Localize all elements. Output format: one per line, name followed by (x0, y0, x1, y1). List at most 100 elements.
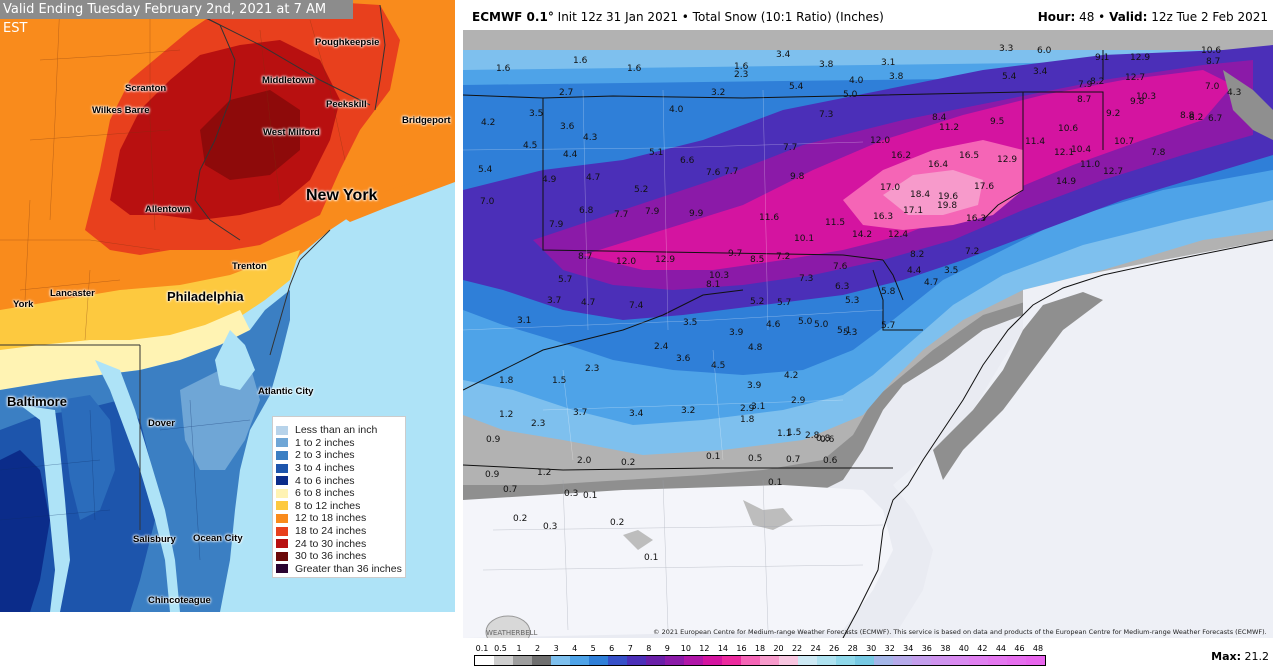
scale-segment (969, 656, 988, 665)
city-label-baltimore: Baltimore (7, 394, 67, 409)
ecmwf-map-base (463, 30, 1273, 638)
snow-value: 12.0 (616, 257, 637, 267)
snow-value: 7.9 (549, 220, 564, 230)
scale-label: 38 (940, 644, 951, 653)
scale-label: 26 (829, 644, 840, 653)
snow-value: 0.1 (583, 491, 598, 501)
snow-value: 16.4 (928, 160, 949, 170)
snow-value: 3.6 (676, 354, 691, 364)
snow-value: 4.2 (784, 371, 799, 381)
snow-value: 5.0 (798, 317, 813, 327)
snow-value: 1.6 (573, 56, 588, 66)
snow-value: 5.3 (843, 328, 858, 338)
left-snowfall-map: Valid Ending Tuesday February 2nd, 2021 … (0, 0, 455, 612)
legend-label: 8 to 12 inches (295, 499, 361, 512)
legend-row: Less than an inch (276, 424, 405, 437)
max-readout: Max: 21.2 (1211, 650, 1269, 663)
snow-value: 19.8 (937, 201, 958, 211)
snow-value: 11.4 (1025, 137, 1046, 147)
legend-row: 12 to 18 inches (276, 512, 405, 525)
snow-value: 3.4 (1033, 67, 1048, 77)
snow-value: 7.7 (614, 210, 629, 220)
scale-segment (475, 656, 494, 665)
snow-value: 5.2 (634, 185, 649, 195)
scale-segment (760, 656, 779, 665)
snow-value: 1.2 (499, 410, 514, 420)
snow-value: 0.1 (644, 553, 659, 563)
scale-label: 1 (516, 644, 522, 653)
legend-row: 1 to 2 inches (276, 437, 405, 450)
scale-label: 40 (958, 644, 969, 653)
snow-value: 7.4 (629, 301, 644, 311)
snow-value: 11.6 (759, 213, 780, 223)
snow-value: 7.7 (783, 143, 798, 153)
snow-value: 3.1 (517, 316, 532, 326)
scale-label: 24 (810, 644, 821, 653)
snow-value: 16.2 (891, 151, 912, 161)
snow-value: 4.2 (481, 118, 496, 128)
snow-value: 6.3 (835, 282, 850, 292)
scale-segment (703, 656, 722, 665)
snow-value: 3.4 (776, 50, 791, 60)
scale-label: 22 (791, 644, 803, 653)
scale-label: 7 (627, 644, 633, 653)
legend-swatch (276, 539, 288, 549)
scale-segment (836, 656, 855, 665)
legend-label: 12 to 18 inches (295, 512, 367, 525)
legend-row: Greater than 36 inches (276, 563, 405, 576)
snow-value: 8.8 (1180, 111, 1195, 121)
snow-value: 5.7 (777, 298, 792, 308)
snow-value: 3.7 (573, 408, 588, 418)
snow-value: 19.6 (938, 192, 959, 202)
snow-value: 9.1 (1095, 53, 1110, 63)
city-label-philadelphia: Philadelphia (167, 289, 244, 304)
snow-value: 5.4 (789, 82, 804, 92)
snow-value: 0.8 (816, 434, 831, 444)
snow-value: 5.0 (843, 90, 858, 100)
snow-value: 12.1 (1054, 148, 1075, 158)
scale-segment (646, 656, 665, 665)
snow-value: 0.3 (564, 489, 579, 499)
scale-segment (608, 656, 627, 665)
right-ecmwf-panel: ECMWF 0.1° Init 12z 31 Jan 2021 • Total … (458, 0, 1280, 670)
snow-value: 16.3 (966, 214, 987, 224)
snow-value: 4.4 (563, 150, 578, 160)
weatherbell-logo-mark: WEATHERBELL (485, 615, 538, 638)
snow-value: 3.1 (881, 58, 896, 68)
scale-label: 0.5 (494, 644, 507, 653)
snow-value: 5.1 (649, 148, 664, 158)
scale-label: 18 (754, 644, 766, 653)
snow-value: 6.0 (1037, 46, 1052, 56)
legend-swatch (276, 488, 288, 498)
snow-value: 10.4 (1071, 145, 1092, 155)
left-map-legend: Less than an inch 1 to 2 inches 2 to 3 i… (272, 416, 406, 578)
snow-value: 3.2 (681, 406, 696, 416)
scale-label: 10 (680, 644, 691, 653)
legend-swatch (276, 551, 288, 561)
city-label: Dover (148, 418, 175, 429)
snow-value: 4.9 (542, 175, 557, 185)
scale-label: 36 (921, 644, 932, 653)
legend-label: 18 to 24 inches (295, 525, 367, 538)
scale-segment (1026, 656, 1045, 665)
snow-value: 4.7 (586, 173, 601, 183)
legend-label: Less than an inch (295, 424, 378, 437)
snow-value: 12.4 (888, 230, 909, 240)
scale-segment (551, 656, 570, 665)
header-right: Hour: 48 • Valid: 12z Tue 2 Feb 2021 (1037, 10, 1268, 24)
legend-swatch (276, 513, 288, 523)
legend-swatch (276, 463, 288, 473)
snow-value: 7.0 (480, 197, 495, 207)
snow-value: 3.3 (999, 44, 1014, 54)
snow-value: 1.8 (740, 415, 755, 425)
snow-value: 3.4 (629, 409, 644, 419)
scale-segment (1007, 656, 1026, 665)
snow-value: 8.7 (1077, 95, 1092, 105)
max-value: 21.2 (1244, 650, 1270, 663)
scale-segment (950, 656, 969, 665)
snow-value: 1.6 (734, 62, 749, 72)
scale-segment (855, 656, 874, 665)
city-label: West Milford (263, 127, 320, 138)
legend-swatch (276, 501, 288, 511)
city-label: Poughkeepsie (315, 37, 380, 48)
